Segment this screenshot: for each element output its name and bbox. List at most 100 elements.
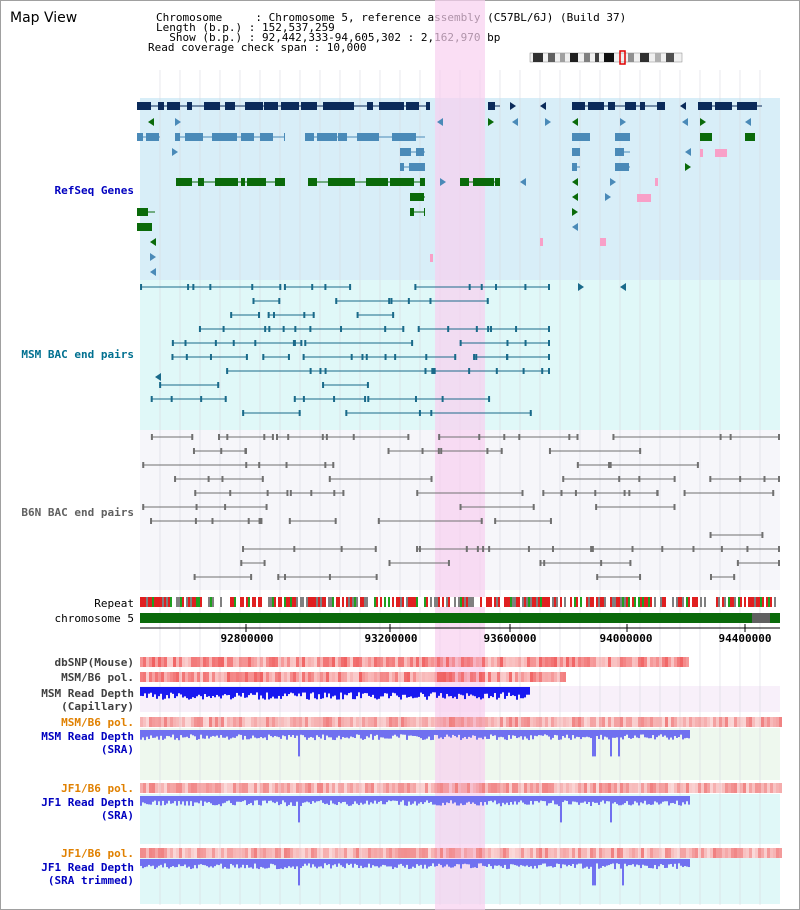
read-depth-bar	[588, 730, 590, 738]
bac-end	[548, 284, 550, 290]
repeat-block	[290, 597, 292, 607]
read-depth-bar	[218, 859, 220, 866]
read-depth-bar	[676, 859, 678, 869]
polymorphism-density	[299, 672, 302, 682]
polymorphism-density	[245, 657, 248, 667]
polymorphism-density	[422, 672, 425, 682]
polymorphism-density	[665, 848, 668, 858]
repeat-block	[672, 597, 674, 607]
repeat-block	[434, 597, 436, 607]
read-depth-bar	[328, 796, 330, 805]
polymorphism-density	[338, 672, 341, 682]
read-depth-bar	[302, 796, 304, 803]
read-depth-bar	[206, 687, 208, 697]
polymorphism-density	[467, 783, 470, 793]
gene-arrow	[680, 102, 686, 110]
polymorphism-density	[302, 657, 305, 667]
read-depth-bar	[280, 687, 282, 699]
gene-exon	[241, 178, 245, 186]
chromosome-ideogram[interactable]	[529, 50, 683, 65]
polymorphism-density	[158, 717, 161, 727]
read-depth-bar	[616, 859, 618, 864]
repeat-block	[160, 597, 162, 607]
read-depth-bar	[296, 730, 298, 736]
polymorphism-density	[590, 717, 593, 727]
gene-exon	[406, 102, 419, 110]
gene-exon	[410, 208, 414, 216]
polymorphism-density	[221, 717, 224, 727]
polymorphism-density	[269, 848, 272, 858]
polymorphism-density	[434, 672, 437, 682]
read-depth-bar	[612, 859, 614, 864]
repeat-block	[340, 597, 342, 607]
polymorphism-density	[434, 657, 437, 667]
read-depth-bar	[680, 796, 682, 806]
polymorphism-density	[530, 672, 533, 682]
gene-exon	[400, 148, 411, 156]
polymorphism-density	[530, 657, 533, 667]
bac-end	[424, 368, 427, 374]
repeat-block	[626, 597, 628, 607]
repeat-block	[414, 597, 416, 607]
read-depth-bar	[560, 859, 562, 869]
read-depth-bar	[172, 859, 174, 867]
read-depth-bar	[386, 796, 388, 803]
polymorphism-density	[302, 672, 305, 682]
polymorphism-density	[161, 717, 164, 727]
repeat-block	[766, 597, 768, 607]
gene-arrow	[685, 148, 691, 156]
repeat-block	[524, 597, 526, 607]
bac-end	[490, 326, 493, 332]
polymorphism-density	[560, 783, 563, 793]
read-depth-bar	[598, 859, 600, 869]
repeat-block	[306, 597, 308, 607]
read-depth-bar	[396, 796, 398, 801]
read-depth-bar	[424, 730, 426, 740]
gene-exon	[416, 148, 424, 156]
bac-end	[150, 396, 153, 402]
polymorphism-density	[272, 717, 275, 727]
polymorphism-density	[743, 848, 746, 858]
read-depth-bar	[662, 796, 664, 802]
polymorphism-density	[617, 657, 620, 667]
polymorphism-density	[218, 717, 221, 727]
polymorphism-density	[545, 848, 548, 858]
read-depth-bar	[320, 796, 322, 801]
read-depth-bar	[210, 687, 212, 699]
polymorphism-density	[629, 848, 632, 858]
polymorphism-density	[647, 657, 650, 667]
gene-exon	[330, 102, 354, 110]
read-depth-bar	[426, 730, 428, 739]
read-depth-bar	[190, 796, 192, 802]
polymorphism-density	[500, 717, 503, 727]
bac-end	[232, 340, 235, 346]
read-depth-bar	[300, 796, 302, 807]
bac-end	[252, 298, 255, 304]
gene-arrow	[572, 193, 578, 201]
polymorphism-density	[323, 783, 326, 793]
repeat-block	[400, 597, 402, 607]
bac-end	[720, 546, 723, 552]
gene-exon	[745, 133, 755, 141]
bac-end	[673, 504, 676, 510]
repeat-block	[660, 597, 662, 607]
polymorphism-density	[215, 717, 218, 727]
read-depth-bar	[440, 796, 442, 806]
polymorphism-density	[305, 717, 308, 727]
read-depth-bar	[492, 796, 494, 803]
read-depth-bar	[484, 859, 486, 867]
read-depth-bar	[402, 730, 404, 735]
polymorphism-density	[467, 717, 470, 727]
repeat-block	[342, 597, 344, 607]
polymorphism-density	[674, 717, 677, 727]
read-depth-bar	[208, 730, 210, 739]
polymorphism-density	[428, 848, 431, 858]
read-depth-bar	[666, 859, 668, 868]
read-depth-bar	[454, 796, 456, 803]
read-depth-bar	[344, 859, 346, 869]
repeat-block	[580, 597, 582, 607]
repeat-block	[464, 597, 466, 607]
read-depth-bar	[228, 687, 230, 695]
repeat-block	[294, 597, 296, 607]
bac-end	[638, 476, 641, 482]
